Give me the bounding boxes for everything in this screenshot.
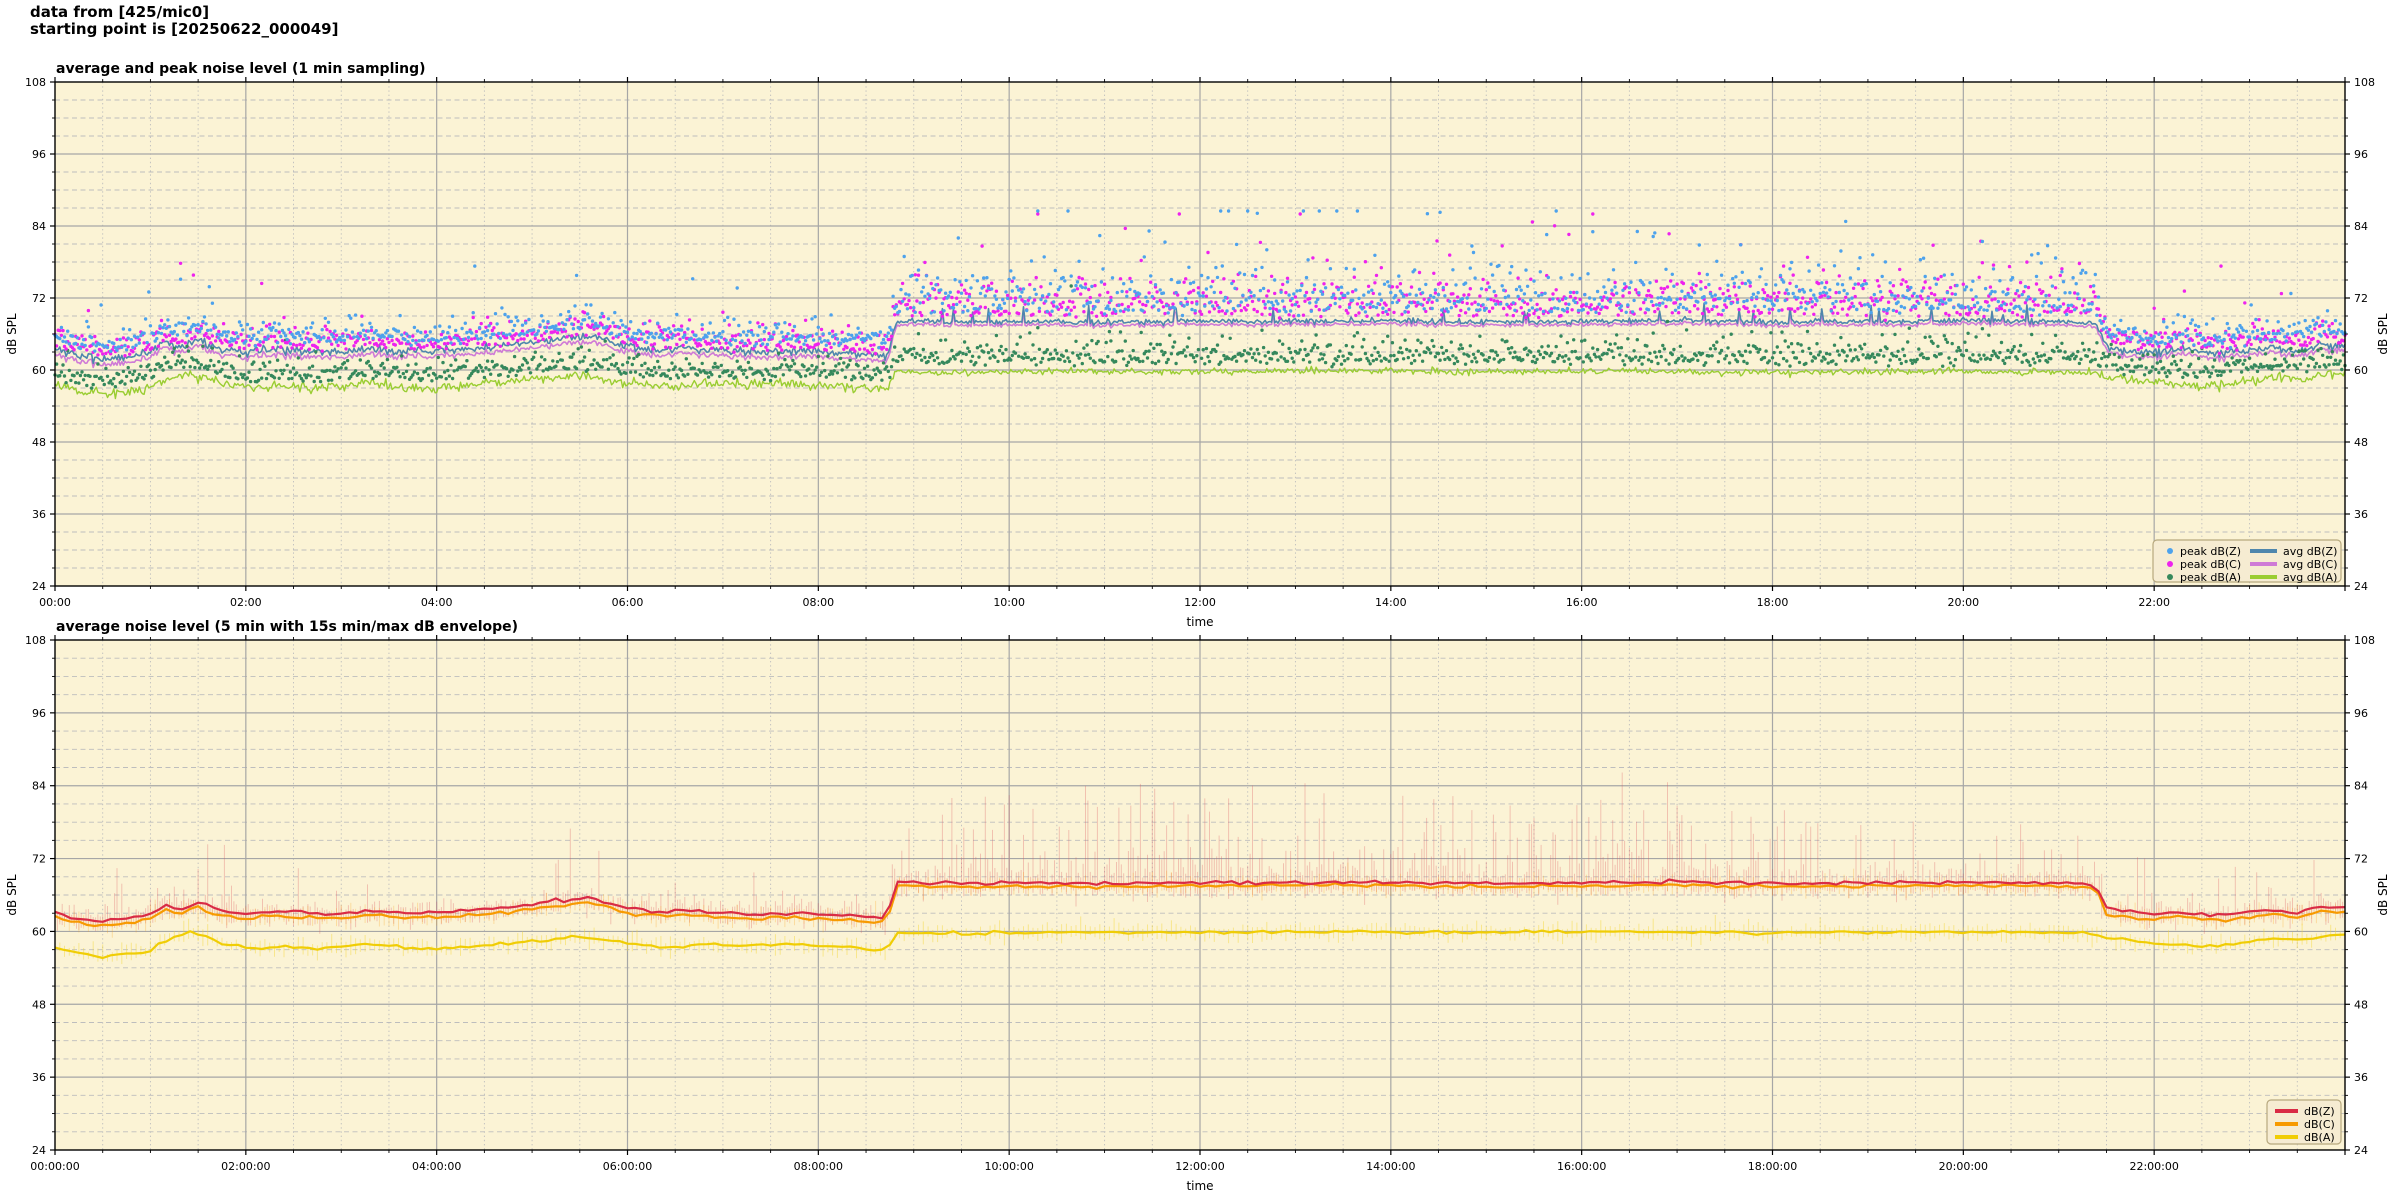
x-tick-label: 20:00:00 (1939, 1160, 1988, 1173)
y-tick-label-left: 36 (32, 508, 46, 521)
y-tick-label-left: 60 (32, 364, 46, 377)
y-tick-label-left: 60 (32, 925, 46, 938)
x-tick-label: 00:00:00 (30, 1160, 79, 1173)
legend-label: peak dB(C) (2180, 558, 2241, 571)
legend-label: peak dB(Z) (2180, 545, 2241, 558)
x-tick-label: 22:00:00 (2129, 1160, 2178, 1173)
y-tick-label-right: 84 (2354, 780, 2368, 793)
x-tick-label: 10:00 (993, 596, 1025, 609)
y-tick-label-right: 72 (2354, 292, 2368, 305)
y-tick-label-right: 60 (2354, 925, 2368, 938)
x-axis-label: time (1186, 615, 1213, 629)
y-tick-label-right: 108 (2354, 76, 2375, 89)
x-tick-label: 06:00:00 (603, 1160, 652, 1173)
y-tick-label-right: 36 (2354, 1071, 2368, 1084)
y-tick-label-right: 108 (2354, 634, 2375, 647)
y-tick-label-right: 24 (2354, 1144, 2368, 1157)
x-tick-label: 18:00:00 (1748, 1160, 1797, 1173)
x-tick-label: 02:00:00 (221, 1160, 270, 1173)
y-tick-label-left: 48 (32, 436, 46, 449)
x-tick-label: 18:00 (1757, 596, 1789, 609)
x-tick-label: 20:00 (1947, 596, 1979, 609)
y-tick-label-right: 48 (2354, 436, 2368, 449)
legend-label: avg dB(Z) (2283, 545, 2337, 558)
y-axis-label-left: dB SPL (5, 313, 19, 355)
legend: peak dB(Z) avg dB(Z) peak dB(C) avg dB(C) pe… (2153, 540, 2341, 584)
y-tick-label-left: 84 (32, 780, 46, 793)
legend-label: avg dB(C) (2283, 558, 2338, 571)
chart-1: 00:00:00 02:00:00 04:00:00 06:00:00 08:00:00… (5, 619, 2390, 1193)
y-tick-label-left: 108 (25, 634, 46, 647)
x-tick-label: 04:00 (421, 596, 453, 609)
y-tick-label-right: 96 (2354, 707, 2368, 720)
x-tick-label: 00:00 (39, 596, 71, 609)
y-tick-label-left: 96 (32, 148, 46, 161)
x-tick-label: 06:00 (612, 596, 644, 609)
y-tick-label-right: 48 (2354, 998, 2368, 1011)
chart-title: average and peak noise level (1 min samp… (56, 61, 426, 77)
x-tick-label: 14:00 (1375, 596, 1407, 609)
y-tick-label-left: 36 (32, 1071, 46, 1084)
y-axis-label-left: dB SPL (5, 874, 19, 916)
y-tick-label-left: 72 (32, 292, 46, 305)
x-tick-label: 10:00:00 (984, 1160, 1033, 1173)
y-tick-label-right: 24 (2354, 580, 2368, 593)
x-tick-label: 04:00:00 (412, 1160, 461, 1173)
legend-label: avg dB(A) (2283, 571, 2337, 584)
y-tick-label-left: 24 (32, 580, 46, 593)
x-tick-label: 16:00:00 (1557, 1160, 1606, 1173)
y-tick-label-right: 60 (2354, 364, 2368, 377)
y-tick-label-right: 72 (2354, 853, 2368, 866)
x-tick-label: 22:00 (2138, 596, 2170, 609)
y-tick-label-left: 24 (32, 1144, 46, 1157)
y-axis-label-right: dB SPL (2376, 313, 2390, 355)
x-tick-label: 02:00 (230, 596, 262, 609)
y-tick-label-right: 36 (2354, 508, 2368, 521)
legend: dB(Z)dB(C)dB(A) (2267, 1100, 2341, 1144)
y-tick-label-left: 48 (32, 998, 46, 1011)
legend-label: dB(Z) (2304, 1105, 2335, 1118)
legend-label: dB(C) (2304, 1118, 2335, 1131)
legend-label: peak dB(A) (2180, 571, 2241, 584)
x-tick-label: 08:00 (802, 596, 834, 609)
legend-label: dB(A) (2304, 1131, 2335, 1144)
y-tick-label-left: 84 (32, 220, 46, 233)
chart-title: average noise level (5 min with 15s min/… (56, 619, 518, 635)
y-tick-label-left: 96 (32, 707, 46, 720)
x-tick-label: 12:00:00 (1175, 1160, 1224, 1173)
x-tick-label: 12:00 (1184, 596, 1216, 609)
x-tick-label: 16:00 (1566, 596, 1598, 609)
x-tick-label: 14:00:00 (1366, 1160, 1415, 1173)
y-tick-label-left: 108 (25, 76, 46, 89)
x-tick-label: 08:00:00 (794, 1160, 843, 1173)
y-tick-label-left: 72 (32, 853, 46, 866)
chart-0: 00:00 02:00 04:00 06:00 08:00 10:00 12:00 14:00… (5, 61, 2390, 629)
y-tick-label-right: 96 (2354, 148, 2368, 161)
y-tick-label-right: 84 (2354, 220, 2368, 233)
x-axis-label: time (1186, 1179, 1213, 1193)
y-axis-label-right: dB SPL (2376, 874, 2390, 916)
